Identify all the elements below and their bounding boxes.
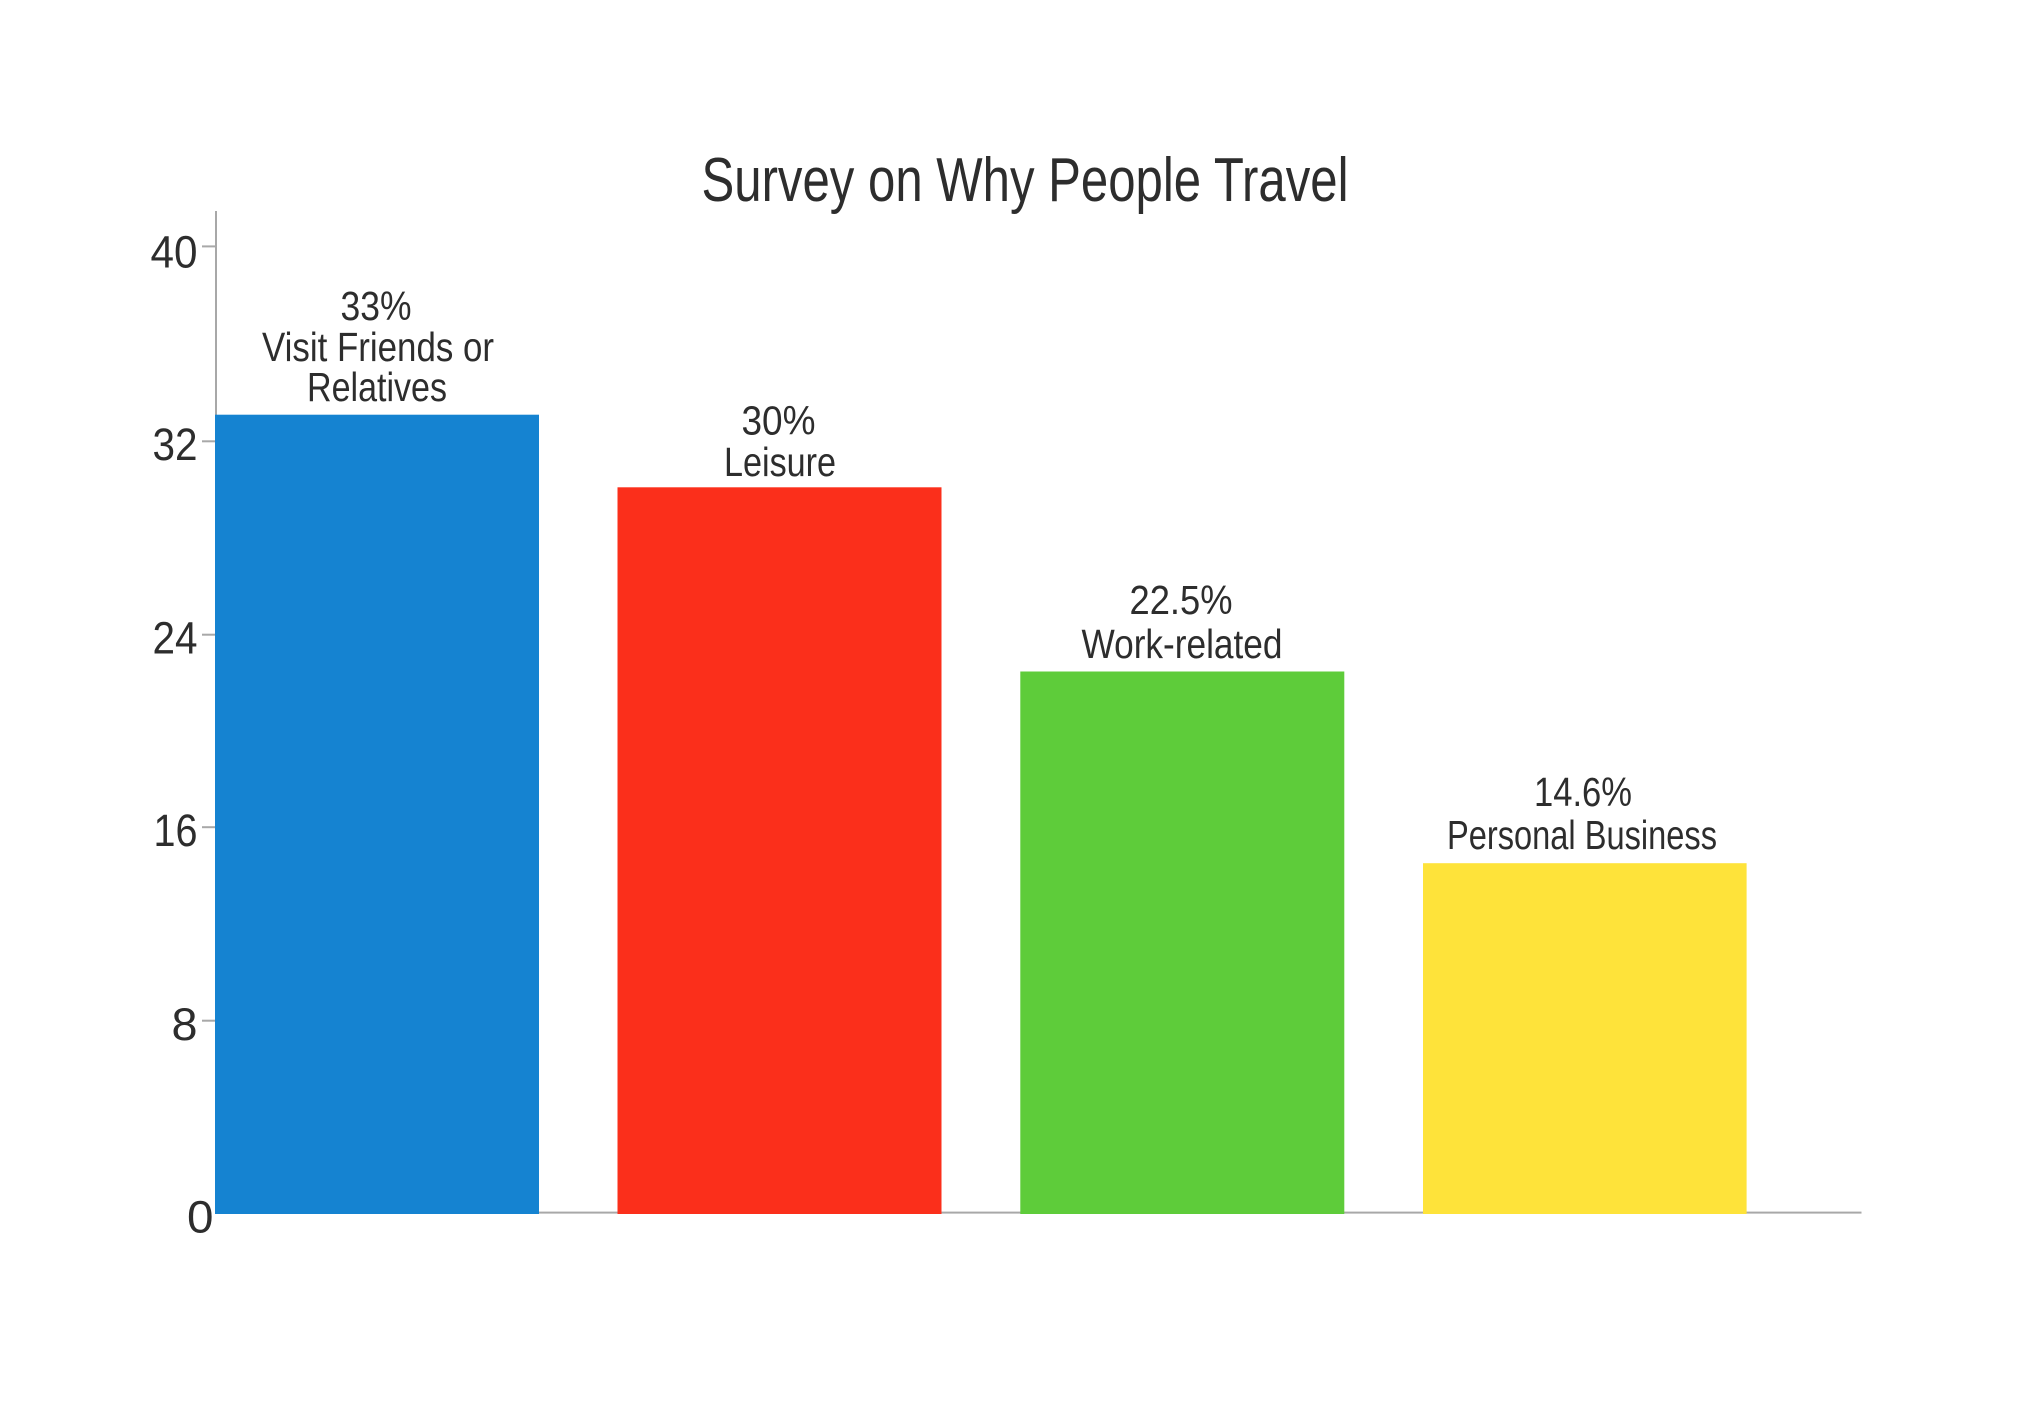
svg-text:Personal Business: Personal Business (1447, 812, 1717, 858)
svg-text:16: 16 (154, 805, 198, 856)
svg-text:32: 32 (153, 419, 198, 470)
svg-text:14.6%: 14.6% (1534, 769, 1632, 815)
svg-text:0: 0 (187, 1191, 214, 1242)
svg-text:Survey on Why People Travel: Survey on Why People Travel (702, 146, 1349, 215)
svg-text:Leisure: Leisure (724, 439, 836, 485)
svg-text:8: 8 (172, 999, 198, 1050)
svg-text:24: 24 (153, 613, 198, 664)
svg-text:40: 40 (151, 226, 198, 277)
svg-text:Work-related: Work-related (1082, 621, 1283, 667)
svg-text:30%: 30% (742, 398, 816, 444)
svg-text:Relatives: Relatives (307, 364, 447, 410)
svg-text:22.5%: 22.5% (1130, 577, 1233, 623)
svg-text:Visit Friends or: Visit Friends or (262, 324, 494, 370)
svg-text:33%: 33% (341, 283, 412, 329)
